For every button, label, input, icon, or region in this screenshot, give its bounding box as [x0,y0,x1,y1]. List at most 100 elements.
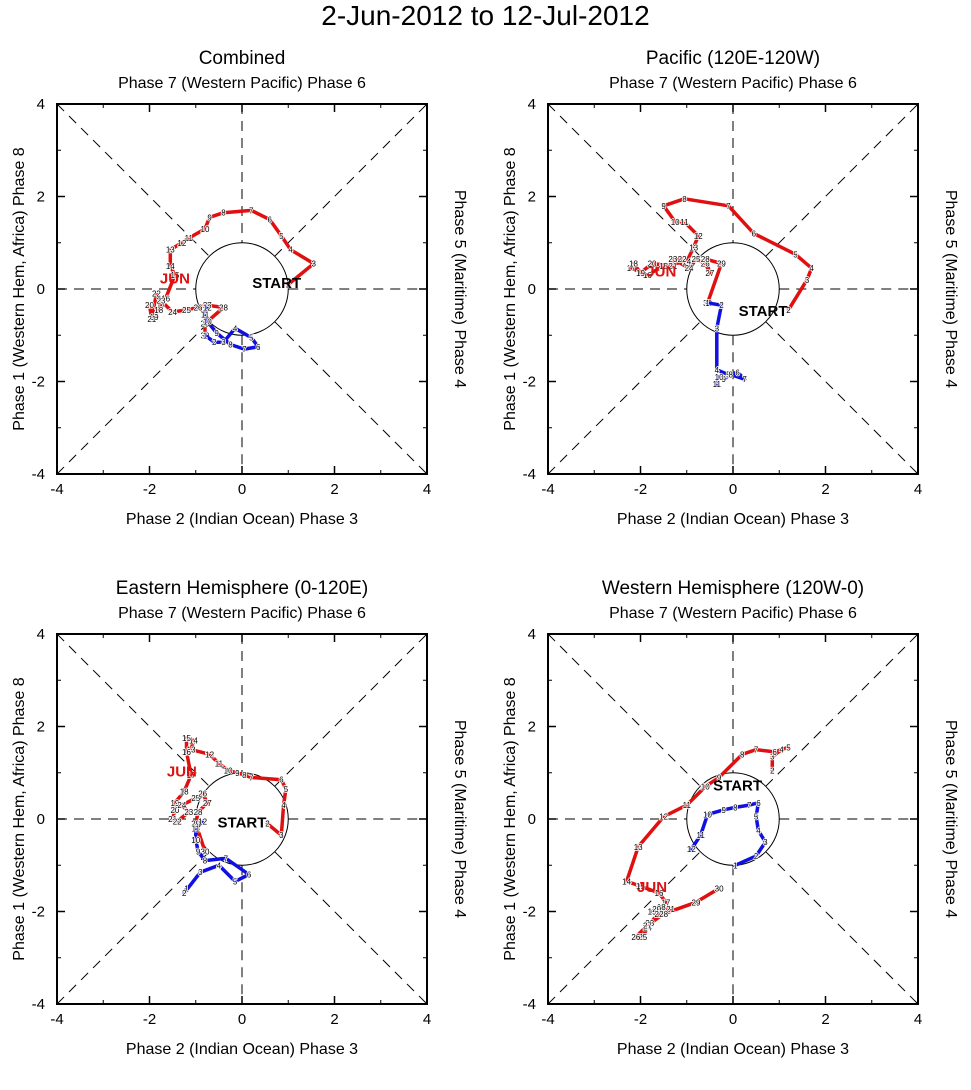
day-label: 20 [145,301,154,310]
day-label: 4 [809,264,814,273]
day-label: 10 [703,810,712,819]
day-label: 25 [692,255,701,264]
july-trajectory-line [689,801,768,868]
day-label: 15 [182,734,191,743]
day-label: 23 [645,919,654,928]
x-tick-label: 2 [330,481,338,498]
chart-title: Eastern Hemisphere (0-120E) [116,578,368,599]
day-label: 8 [228,341,233,350]
day-label: 14 [622,877,631,886]
y-tick-label: 0 [528,811,536,828]
month-label: JUN [160,270,190,287]
month-label: JUN [637,879,667,896]
day-label: 24 [168,308,177,317]
day-label: 21 [168,815,177,824]
x-tick-label: -4 [541,1011,554,1028]
june-trajectory-line [147,208,316,338]
day-label: 9 [661,202,666,211]
guide-line [56,103,210,257]
day-label: 25 [182,306,191,315]
y-tick-label: -4 [523,466,536,483]
day-label: 11 [683,801,692,810]
day-label: 17 [157,301,166,310]
day-label: 1 [733,861,738,870]
guide-line [56,851,210,1005]
day-label: 6 [247,871,252,880]
day-label: 16 [655,889,664,898]
x-tick-label: -4 [541,481,554,498]
day-label: 15 [170,271,179,280]
day-label: 24 [177,801,186,810]
day-label: 22 [173,817,182,826]
day-label: 13 [634,843,643,852]
top-phase-label: Phase 7 (Western Pacific) Phase 6 [609,605,857,622]
day-label: 6 [268,216,273,225]
day-label: 11 [696,831,705,840]
day-label: 5 [249,334,254,343]
july-trajectory-line [203,305,260,351]
day-label: 28 [219,304,228,313]
day-label: 10 [201,225,210,234]
chart-svg: Eastern Hemisphere (0-120E) Phase 7 (West… [11,578,468,1058]
day-label: 9 [235,769,240,778]
day-label: 8 [740,750,745,759]
day-label: 10 [191,836,200,845]
day-label: 23 [184,808,193,817]
chart-svg: Western Hemisphere (120W-0) Phase 7 (West… [502,578,959,1058]
day-label: 13 [166,246,175,255]
x-tick-label: 2 [821,1011,829,1028]
day-label: 11 [185,234,194,243]
day-label: 19 [170,799,179,808]
day-label: 4 [217,861,222,870]
x-tick-label: -4 [50,1011,63,1028]
chart-panel-combined: Combined Phase 7 (Western Pacific) Phase … [0,40,480,560]
day-label: 7 [249,773,254,782]
day-label: 6 [752,230,757,239]
start-label: START [252,275,301,292]
day-label: 7 [754,746,759,755]
day-label: 10 [715,373,724,382]
day-label: 6 [772,748,777,757]
day-label: 10 [671,218,680,227]
day-label: 27 [203,799,212,808]
month-label: JUN [167,763,197,780]
x-tick-label: 4 [914,1011,922,1028]
day-label: 2 [286,280,291,289]
day-label: 9 [196,847,201,856]
x-tick-label: 2 [330,1011,338,1028]
june-trajectory-line [629,197,814,312]
day-label: 20 [652,905,661,914]
bottom-phase-label: Phase 2 (Indian Ocean) Phase 3 [126,511,358,528]
day-label: 19 [150,313,159,322]
day-label: 1 [184,884,189,893]
y-tick-label: -4 [32,996,45,1013]
y-tick-label: 0 [37,281,45,298]
day-label: 12 [203,304,212,313]
bottom-phase-label: Phase 2 (Indian Ocean) Phase 3 [126,1041,358,1058]
x-tick-label: 4 [423,1011,431,1028]
left-phase-label: Phase 1 (Western Hem, Africa) Phase 8 [11,677,28,960]
guide-line [765,851,919,1005]
guide-line [765,103,919,257]
y-tick-label: -2 [32,904,45,921]
day-label: 29 [692,898,701,907]
day-label: 4 [715,366,720,375]
day-label: 4 [756,827,761,836]
day-label: 23 [668,255,677,264]
day-label: 18 [657,903,666,912]
day-label: 4 [288,246,293,255]
day-label: 16 [182,748,191,757]
day-label: 2 [182,889,187,898]
chart-svg: Pacific (120E-120W) Phase 7 (Western Paci… [502,48,959,528]
guide-line [547,321,701,475]
june-trajectory-line [170,736,288,854]
day-label: 27 [643,921,652,930]
start-label: START [218,814,267,831]
day-label: 26 [701,260,710,269]
day-label: 29 [201,320,210,329]
guide-line [56,633,210,787]
left-phase-label: Phase 1 (Western Hem, Africa) Phase 8 [11,147,28,430]
day-label: 15 [659,262,668,271]
unit-circle [686,772,780,866]
day-label: 24 [685,264,694,273]
